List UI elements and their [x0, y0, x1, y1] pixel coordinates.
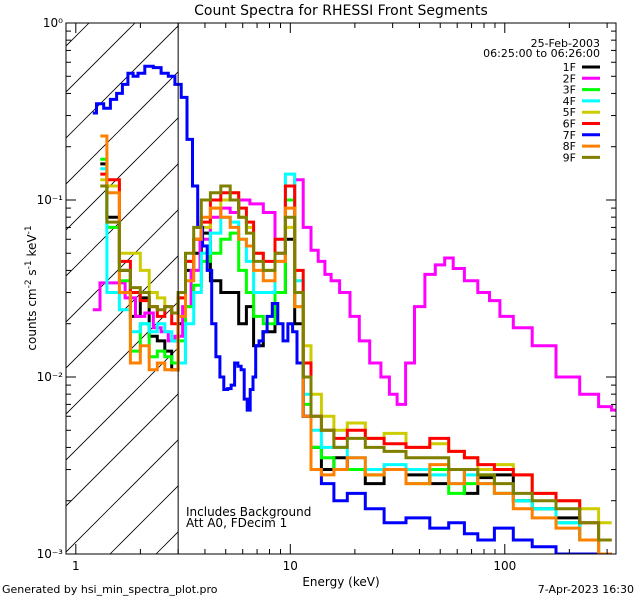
x-axis-label: Energy (keV)	[302, 575, 379, 589]
hatch-line	[66, 393, 179, 507]
legend-label-6F: 6F	[563, 118, 576, 131]
series-line-7F	[92, 64, 612, 554]
legend-label-4F: 4F	[563, 95, 576, 108]
axes-layer: 1 10 100 10⁻³ 10⁻² 10⁻¹ 10⁰	[37, 16, 617, 573]
y-tick-label: 10⁰	[43, 16, 63, 30]
series-line-8F	[100, 134, 612, 554]
legend-label-2F: 2F	[563, 72, 576, 85]
legend-label-7F: 7F	[563, 129, 576, 142]
series-line-2F	[92, 178, 616, 412]
hatch-line	[66, 71, 179, 185]
legend-label-5F: 5F	[563, 106, 576, 119]
series-layer	[92, 64, 616, 554]
time-range-label: 06:25:00 to 06:26:00	[483, 47, 600, 60]
series-line-9F	[100, 184, 612, 542]
plot-frame	[65, 22, 617, 555]
hatch-line	[66, 255, 179, 369]
x-tick-label: 10	[283, 559, 298, 573]
legend-label-8F: 8F	[563, 140, 576, 153]
x-tick-label: 1	[72, 559, 80, 573]
y-axis-label: counts cm-2 s-1 keV-1	[24, 225, 39, 350]
legend-label-9F: 9F	[563, 151, 576, 164]
hatch-line	[66, 25, 179, 139]
chart-title: Count Spectra for RHESSI Front Segments	[194, 3, 488, 19]
hatch-line	[66, 439, 179, 553]
footer-generated-by: Generated by hsi_min_spectra_plot.pro	[2, 583, 218, 596]
legend-label-3F: 3F	[563, 84, 576, 97]
legend-label-1F: 1F	[563, 61, 576, 74]
x-tick-label: 100	[493, 559, 516, 573]
footer-timestamp: 7-Apr-2023 16:30	[537, 583, 634, 596]
annotation-attenuator: Att A0, FDecim 1	[186, 516, 287, 530]
date-label: 25-Feb-2003	[531, 37, 600, 50]
y-tick-label: 10⁻¹	[37, 193, 64, 207]
y-tick-label: 10⁻²	[37, 370, 64, 384]
annotation-background: Includes Background	[186, 505, 311, 519]
y-tick-label: 10⁻³	[37, 547, 64, 561]
